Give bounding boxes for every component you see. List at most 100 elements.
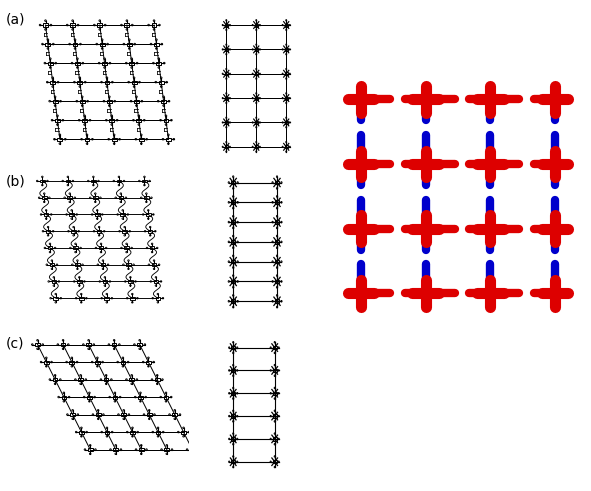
Bar [70, 360, 74, 363]
Bar [225, 48, 228, 51]
Bar [46, 43, 50, 46]
Bar [112, 343, 116, 346]
Bar [139, 448, 144, 451]
Bar [80, 100, 85, 103]
Bar [154, 280, 158, 283]
Bar [231, 200, 235, 204]
Bar [164, 448, 169, 451]
Bar [51, 280, 56, 283]
Bar [273, 346, 277, 349]
Bar [137, 343, 142, 346]
Bar [173, 413, 177, 416]
Bar [231, 260, 235, 264]
Bar [79, 431, 84, 434]
Bar [275, 200, 279, 204]
Bar [121, 213, 125, 216]
Bar [137, 119, 141, 122]
Bar [48, 246, 52, 249]
Bar [231, 414, 235, 418]
Bar [93, 196, 98, 199]
Bar [155, 378, 160, 381]
Bar [231, 181, 235, 184]
Bar [99, 246, 103, 249]
Bar [284, 48, 288, 51]
Bar [100, 43, 105, 46]
Bar [57, 137, 62, 141]
Bar [147, 413, 151, 416]
Bar [103, 280, 107, 283]
Bar [273, 391, 277, 395]
Bar [155, 431, 160, 434]
Bar [161, 100, 166, 103]
Bar [87, 396, 92, 399]
Bar [275, 181, 279, 184]
Bar [50, 81, 55, 83]
Bar [77, 81, 82, 83]
Bar [116, 180, 121, 183]
Bar [130, 431, 135, 434]
Bar [124, 246, 129, 249]
Bar [72, 230, 76, 233]
Bar [105, 297, 109, 300]
Bar [181, 431, 186, 434]
Bar [275, 220, 279, 224]
Bar [231, 279, 235, 283]
Bar [284, 121, 288, 124]
Bar [164, 396, 168, 399]
Bar [86, 343, 91, 346]
Bar [231, 240, 235, 244]
Bar [78, 378, 83, 381]
Bar [225, 72, 228, 75]
Bar [125, 24, 129, 27]
Bar [154, 43, 159, 46]
Bar [255, 24, 258, 27]
Bar [134, 100, 139, 103]
Bar [121, 413, 126, 416]
Bar [130, 297, 135, 300]
Bar [166, 137, 171, 141]
Bar [95, 213, 99, 216]
Bar [100, 263, 105, 266]
Bar [255, 48, 258, 51]
Bar [119, 196, 123, 199]
Bar [231, 369, 235, 372]
Bar [70, 413, 75, 416]
Bar [225, 145, 228, 148]
Bar [55, 119, 60, 122]
Bar [127, 43, 132, 46]
Bar [88, 448, 93, 451]
Bar [155, 297, 160, 300]
Bar [40, 180, 44, 183]
Bar [105, 431, 109, 434]
Bar [128, 280, 133, 283]
Bar [152, 263, 156, 266]
Bar [139, 137, 144, 141]
Bar [138, 396, 143, 399]
Bar [146, 360, 151, 363]
Bar [42, 196, 47, 199]
Bar [75, 263, 80, 266]
Bar [61, 343, 66, 346]
Bar [273, 460, 277, 464]
Bar [53, 378, 57, 381]
Bar [284, 97, 288, 100]
Bar [73, 43, 77, 46]
Bar [98, 24, 102, 27]
Bar [225, 97, 228, 100]
Bar [275, 279, 279, 283]
Bar [69, 213, 74, 216]
Bar [146, 213, 151, 216]
Bar [82, 119, 87, 122]
Bar [275, 260, 279, 264]
Bar [104, 378, 109, 381]
Text: (c): (c) [6, 336, 24, 351]
Bar [79, 297, 83, 300]
Bar [273, 369, 277, 372]
Bar [43, 24, 48, 27]
Bar [44, 360, 48, 363]
Bar [231, 437, 235, 440]
Bar [129, 61, 134, 65]
Bar [126, 263, 131, 266]
Bar [35, 343, 40, 346]
Bar [144, 196, 149, 199]
